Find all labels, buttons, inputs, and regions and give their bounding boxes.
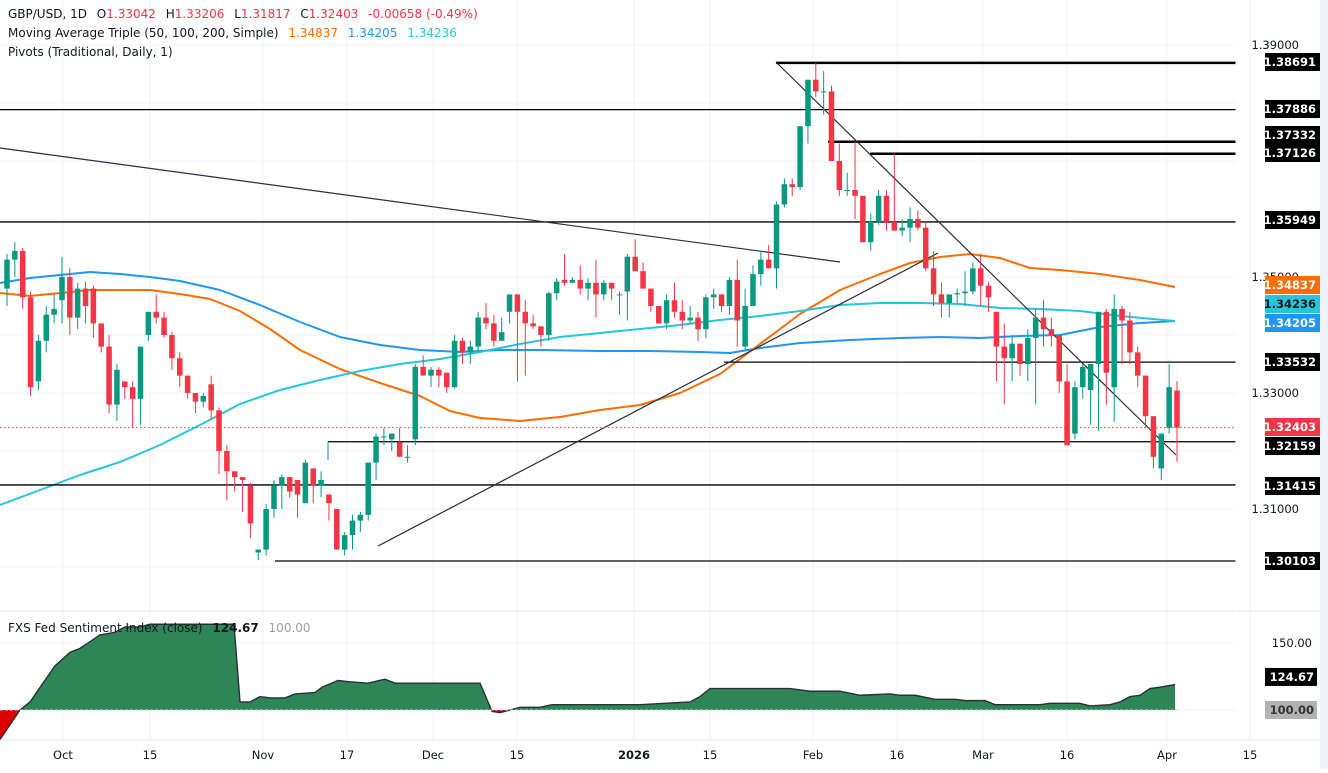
- pivots-legend[interactable]: Pivots (Traditional, Daily, 1): [8, 43, 179, 61]
- svg-text:1.34236: 1.34236: [1264, 297, 1316, 311]
- time-tick: Apr: [1157, 748, 1177, 762]
- symbol-legend[interactable]: GBP/USD, 1D O1.33042 H1.33206 L1.31817 C…: [8, 5, 484, 23]
- symbol-title: GBP/USD, 1D: [8, 7, 87, 21]
- time-tick: 15: [510, 748, 525, 762]
- svg-text:124.67: 124.67: [1270, 670, 1314, 684]
- time-tick: Mar: [972, 748, 994, 762]
- price-tick: 1.39000: [1251, 38, 1299, 52]
- price-label: 1.37126: [1264, 144, 1320, 162]
- svg-text:1.34205: 1.34205: [1264, 316, 1316, 330]
- time-tick: 17: [340, 748, 355, 762]
- price-label: 1.37332: [1264, 126, 1320, 144]
- svg-text:1.34837: 1.34837: [1264, 278, 1316, 292]
- price-label: 1.38691: [1264, 53, 1320, 71]
- price-label: 1.34837: [1264, 276, 1320, 294]
- indicator-baseline: 100.00: [268, 621, 311, 635]
- price-label: 1.31415: [1264, 477, 1320, 495]
- time-tick: 2026: [618, 748, 650, 762]
- svg-text:1.31415: 1.31415: [1264, 479, 1316, 493]
- ma-legend[interactable]: Moving Average Triple (50, 100, 200, Sim…: [8, 24, 463, 42]
- svg-text:1.37332: 1.37332: [1264, 128, 1316, 142]
- indicator-legend-label: FXS Fed Sentiment Index (close): [8, 621, 203, 635]
- svg-text:1.32403: 1.32403: [1264, 420, 1316, 434]
- ohlc-close: C1.32403: [300, 7, 359, 21]
- indicator-label: 100.00: [1265, 701, 1317, 719]
- price-axis[interactable]: 1.390001.350001.330001.310001.386911.378…: [1251, 38, 1320, 570]
- time-tick: Dec: [422, 748, 444, 762]
- svg-text:1.37886: 1.37886: [1264, 102, 1316, 116]
- time-tick: 16: [890, 748, 905, 762]
- time-axis[interactable]: Oct 15 Nov 17 Dec 15 2026 15 Feb 16 Mar 16 Apr 15: [53, 748, 1257, 762]
- ma50-value: 1.34837: [288, 26, 338, 40]
- ma100-value: 1.34205: [347, 26, 398, 40]
- price-label: 1.32159: [1264, 437, 1320, 455]
- svg-text:100.00: 100.00: [1270, 703, 1314, 717]
- pivots-legend-label: Pivots (Traditional, Daily, 1): [8, 45, 173, 59]
- svg-text:1.37126: 1.37126: [1264, 146, 1316, 160]
- price-tick: 1.31000: [1251, 502, 1299, 516]
- time-tick: Feb: [803, 748, 823, 762]
- ohlc-low: L1.31817: [234, 7, 291, 21]
- time-tick: 16: [1060, 748, 1075, 762]
- indicator-label: 124.67: [1265, 667, 1317, 686]
- price-label: 1.37886: [1264, 100, 1320, 118]
- time-tick: 15: [1243, 748, 1258, 762]
- price-label: 1.34205: [1264, 314, 1320, 332]
- moving-average-lines: [0, 253, 1176, 506]
- price-label: 1.33532: [1264, 353, 1320, 371]
- time-tick: Oct: [53, 748, 73, 762]
- indicator-legend[interactable]: FXS Fed Sentiment Index (close) 124.67 1…: [8, 619, 317, 637]
- ma200-value: 1.34236: [407, 26, 457, 40]
- price-label: 1.32403: [1264, 418, 1320, 436]
- svg-text:1.33532: 1.33532: [1264, 355, 1316, 369]
- right-scrollbar[interactable]: [1320, 0, 1328, 769]
- time-tick: Nov: [252, 748, 275, 762]
- svg-text:1.30103: 1.30103: [1264, 554, 1316, 568]
- time-tick: 15: [143, 748, 158, 762]
- ma-legend-label: Moving Average Triple (50, 100, 200, Sim…: [8, 26, 279, 40]
- indicator-axis[interactable]: 150.00 124.67 100.00: [1265, 636, 1317, 719]
- price-tick: 1.33000: [1251, 386, 1299, 400]
- svg-text:1.35949: 1.35949: [1264, 213, 1316, 227]
- price-label: 1.35949: [1264, 211, 1320, 229]
- svg-text:1.38691: 1.38691: [1264, 55, 1316, 69]
- price-label: 1.34236: [1264, 295, 1320, 313]
- svg-text:1.32159: 1.32159: [1264, 439, 1316, 453]
- price-label: 1.30103: [1264, 552, 1320, 570]
- ohlc-open: O1.33042: [96, 7, 156, 21]
- pivot-levels: [0, 61, 1236, 562]
- time-axis-bg: [0, 740, 1328, 769]
- indicator-value: 124.67: [212, 621, 259, 635]
- ohlc-high: H1.33206: [165, 7, 225, 21]
- price-change: -0.00658 (-0.49%): [368, 7, 478, 21]
- candlesticks: [4, 62, 1180, 561]
- trendlines: [0, 61, 1177, 547]
- fed-sentiment-indicator: [0, 623, 1178, 740]
- indicator-tick: 150.00: [1272, 636, 1312, 650]
- time-tick: 15: [703, 748, 718, 762]
